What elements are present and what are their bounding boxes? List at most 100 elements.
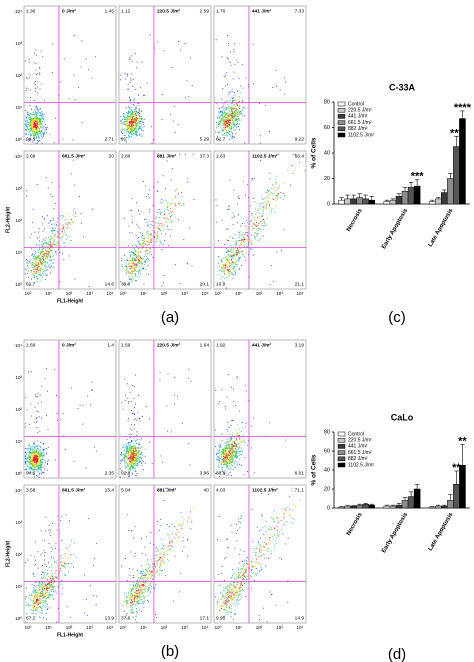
cell-dot (131, 131, 133, 133)
cell-dot (154, 232, 155, 234)
cell-dot (45, 461, 47, 463)
cell-dot (237, 447, 239, 449)
cell-dot (40, 273, 42, 275)
cell-dot (232, 113, 234, 114)
cell-dot (226, 461, 228, 463)
cell-dot (137, 103, 139, 105)
cell-dot (171, 221, 172, 222)
cell-dot (33, 452, 35, 454)
cell-dot (229, 119, 231, 121)
cell-dot (140, 258, 142, 260)
cell-dot (39, 272, 41, 274)
cell-dot (232, 458, 234, 459)
cell-dot (134, 458, 136, 460)
cell-dot (124, 452, 126, 454)
cell-dot (147, 232, 149, 234)
cell-dot (67, 236, 69, 238)
cell-dot (32, 451, 34, 453)
cell-dot (149, 418, 151, 420)
cell-dot (129, 133, 131, 135)
cell-dot (122, 447, 124, 448)
cell-dot (24, 273, 26, 275)
cell-dot (39, 465, 41, 467)
cell-dot (224, 267, 226, 269)
cell-dot (225, 120, 227, 122)
cell-dot (141, 446, 143, 448)
cell-dot (229, 123, 230, 125)
cell-dot (236, 119, 238, 121)
cell-dot (46, 469, 48, 471)
cell-dot (138, 256, 140, 258)
cell-dot (259, 135, 261, 137)
cell-dot (137, 394, 139, 396)
cell-dot (156, 236, 157, 238)
cell-dot (237, 214, 239, 216)
cell-dot (227, 273, 229, 274)
cell-dot (174, 208, 176, 210)
cell-dot (242, 100, 243, 102)
cell-dot (224, 278, 226, 279)
cell-dot (135, 460, 137, 462)
cell-dot (37, 266, 39, 267)
cell-dot (229, 100, 231, 102)
cell-dot (136, 271, 138, 273)
cell-dot (135, 457, 137, 458)
cell-dot (37, 136, 39, 138)
cell-dot (229, 440, 230, 442)
cell-dot (172, 214, 174, 215)
cell-dot (41, 464, 43, 465)
cell-dot (156, 241, 158, 242)
cell-dot (127, 115, 129, 117)
cell-dot (170, 235, 172, 237)
cell-dot (36, 453, 38, 454)
cell-dot (225, 445, 227, 447)
cell-dot (139, 108, 140, 110)
cell-dot (225, 125, 227, 126)
cell-dot (41, 264, 43, 266)
cell-dot (64, 553, 66, 554)
cell-dot (34, 119, 36, 121)
cell-dot (262, 202, 263, 204)
cell-dot (226, 107, 227, 109)
cell-dot (228, 94, 230, 96)
quadrant-value: 37.3 (200, 153, 210, 159)
cell-dot (40, 251, 42, 252)
cell-dot (229, 254, 231, 256)
cell-dot (129, 468, 131, 470)
cell-dot (277, 192, 279, 194)
cell-dot (27, 455, 29, 456)
cell-dot (35, 465, 37, 467)
cell-dot (39, 124, 40, 126)
cell-dot (232, 441, 234, 443)
cell-dot (160, 213, 161, 215)
cell-dot (28, 61, 30, 63)
cell-dot (33, 135, 35, 137)
cell-dot (132, 461, 134, 463)
cell-dot (48, 222, 50, 224)
cell-dot (222, 127, 224, 129)
cell-dot (42, 262, 44, 264)
cell-dot (39, 261, 41, 263)
cell-dot (258, 228, 259, 230)
cell-dot (226, 396, 228, 398)
cell-dot (46, 598, 47, 600)
cell-dot (95, 56, 96, 58)
cell-dot (166, 206, 168, 208)
cell-dot (129, 209, 131, 211)
cell-dot (44, 273, 46, 274)
cell-dot (29, 115, 31, 117)
cell-dot (31, 124, 33, 125)
cell-dot (41, 455, 43, 457)
cell-dot (132, 462, 134, 464)
cell-dot (247, 239, 249, 241)
cell-dot (132, 458, 134, 460)
cell-dot (40, 460, 42, 461)
cell-dot (221, 433, 223, 435)
cell-dot (42, 116, 44, 118)
cell-dot (148, 231, 150, 233)
cell-dot (239, 198, 241, 199)
cell-dot (140, 244, 142, 246)
cell-dot (241, 109, 243, 111)
cell-dot (124, 459, 126, 461)
cell-dot (225, 112, 227, 114)
